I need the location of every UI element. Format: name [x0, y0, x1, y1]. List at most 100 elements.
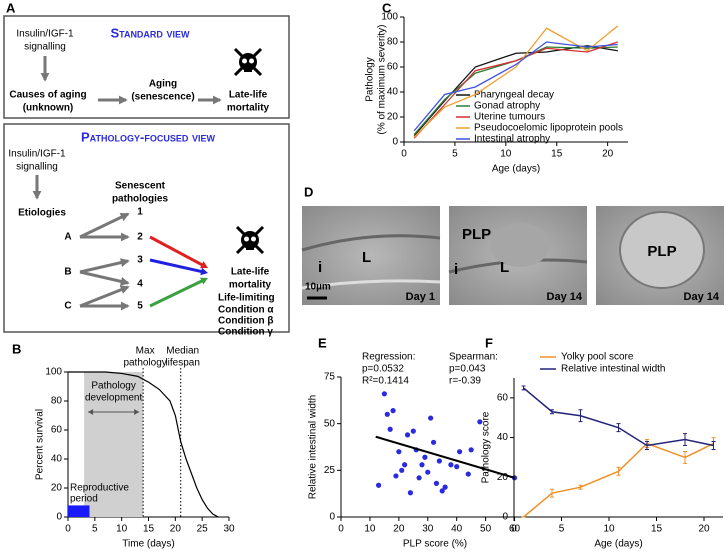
point — [442, 484, 448, 490]
caption: Day 14 — [547, 291, 583, 303]
x-axis-label: PLP score (%) — [403, 539, 467, 550]
point — [393, 473, 399, 479]
point — [430, 439, 437, 445]
y-tick-label: 20 — [497, 472, 509, 483]
x-tick-label: 10 — [116, 524, 128, 535]
legend-entry: Condition γ — [218, 327, 273, 338]
x-tick-label: 15 — [551, 149, 563, 160]
legend-label: Gonad atrophy — [474, 101, 540, 112]
panel-label: D — [304, 184, 313, 199]
annotation: r=-0.39 — [449, 376, 481, 387]
micrograph: PLP L i Day 14 — [448, 206, 588, 305]
annotation: R²=0.1414 — [362, 376, 409, 387]
point — [387, 426, 393, 432]
x-tick-label: 40 — [451, 524, 463, 535]
node-text: Late-life — [231, 267, 270, 278]
node-text: Insulin/IGF-1 — [8, 149, 66, 160]
point — [468, 447, 474, 453]
legend-label: Relative intestinal width — [561, 364, 666, 375]
line — [413, 41, 618, 132]
x-tick-label: 20 — [602, 149, 614, 160]
error-bar — [683, 450, 687, 464]
error-bar — [578, 484, 583, 490]
panel-label: B — [12, 341, 21, 356]
x-tick-label: 25 — [197, 524, 209, 535]
panel-label: F — [485, 335, 493, 350]
point — [425, 469, 431, 475]
line — [413, 25, 619, 138]
x-tick-label: 20 — [393, 524, 405, 535]
micrograph-label: L — [500, 259, 509, 276]
node-text: 5 — [137, 301, 143, 312]
point — [448, 462, 454, 468]
error-bar — [521, 385, 526, 391]
legend-entry: Condition β — [218, 316, 274, 327]
y-tick-label: 40 — [51, 454, 63, 465]
skull-icon — [233, 47, 263, 77]
node-text: mortality — [227, 103, 270, 114]
micrograph-label: i — [454, 261, 458, 278]
y-tick-label: 100 — [45, 367, 62, 378]
point — [390, 408, 396, 414]
x-tick-label: 0 — [338, 524, 344, 535]
y-tick-label: 100 — [381, 12, 398, 23]
scale-bar: 10µm — [305, 282, 331, 293]
line — [413, 45, 618, 137]
point — [402, 462, 408, 468]
box-title: Standard view — [110, 25, 190, 40]
node-text: 4 — [137, 279, 143, 290]
y-tick-label: 60 — [387, 62, 399, 73]
legend-label: Pharyngeal decay — [474, 90, 554, 101]
micrograph-label: i — [318, 259, 322, 276]
survival-curve — [68, 371, 219, 518]
micrograph: L i 10µm Day 1 — [301, 206, 441, 305]
caption: Day 14 — [684, 291, 720, 303]
node-text: 3 — [137, 255, 143, 266]
node-text: mortality — [229, 280, 272, 291]
micrograph-label: PLP — [647, 243, 676, 260]
micrograph-label: PLP — [462, 226, 491, 243]
arrow-head — [200, 277, 208, 285]
node-text: signalling — [24, 42, 66, 53]
reproductive-bar — [68, 505, 90, 517]
point — [454, 464, 460, 470]
point — [419, 462, 425, 468]
x-tick-label: 20 — [170, 524, 182, 535]
point — [410, 428, 416, 434]
point — [433, 480, 440, 486]
arrow-head — [200, 261, 208, 269]
point — [404, 432, 411, 438]
skull-icon — [235, 225, 265, 255]
box — [3, 15, 290, 119]
reference-label: Max — [136, 346, 155, 357]
y-tick-label: 80 — [387, 37, 399, 48]
y-axis-label: Pathology — [365, 57, 376, 101]
regression-line — [375, 435, 515, 479]
error-bar — [550, 488, 554, 498]
arrow — [149, 279, 204, 308]
panel-label: C — [382, 0, 392, 15]
x-tick-label: 20 — [698, 524, 710, 535]
node-text: signalling — [16, 162, 58, 173]
arrow-head — [200, 267, 208, 276]
node-text: pathologies — [112, 194, 169, 205]
y-tick-label: 0 — [502, 512, 508, 523]
x-tick-label: 50 — [480, 524, 492, 535]
node-text: B — [64, 267, 71, 278]
y-tick-label: 80 — [51, 396, 63, 407]
annotation: p=0.043 — [449, 364, 486, 375]
error-bar — [578, 409, 583, 423]
x-tick-label: 60 — [509, 524, 521, 535]
x-tick-label: 10 — [603, 524, 615, 535]
x-tick-label: 10 — [500, 149, 512, 160]
node-text: Etiologies — [18, 208, 66, 219]
annotation: p=0.0532 — [362, 364, 404, 375]
x-tick-label: 0 — [65, 524, 71, 535]
error-bar — [645, 441, 649, 450]
panel-label: E — [318, 335, 327, 350]
point — [384, 411, 390, 417]
y-tick-label: 0 — [329, 512, 335, 523]
legend-label: Uterine tumours — [474, 112, 545, 123]
reference-label: pathology — [123, 358, 166, 369]
node-text: Aging — [149, 79, 177, 90]
